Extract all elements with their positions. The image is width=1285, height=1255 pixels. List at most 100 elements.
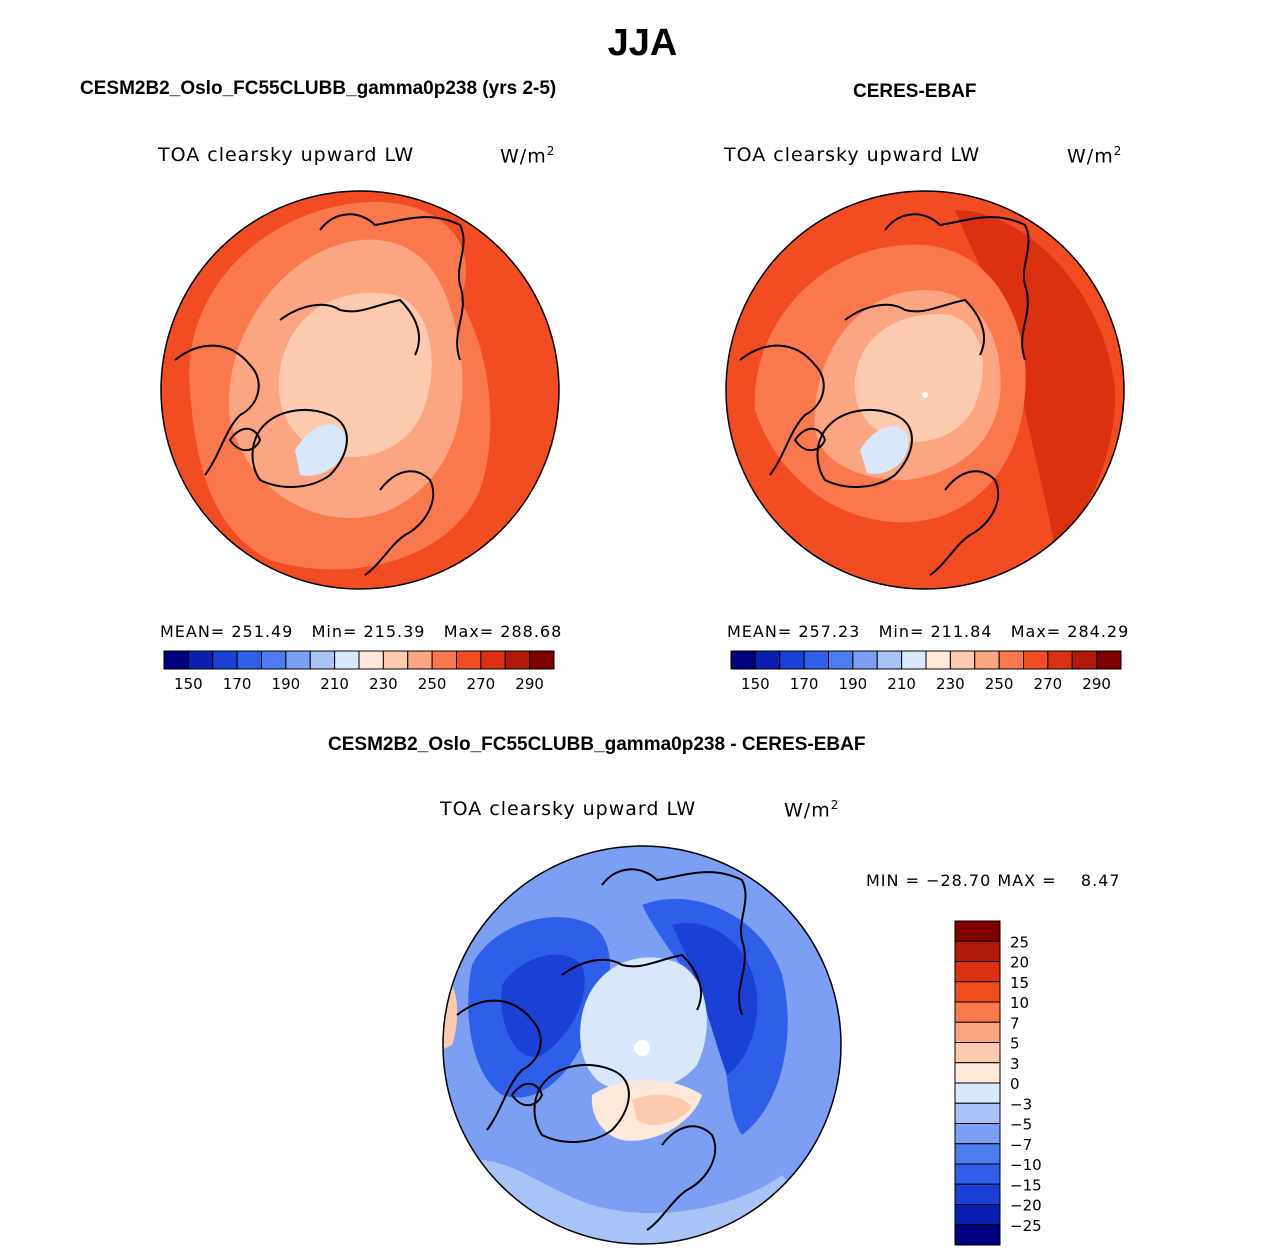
model-coast-north-america: [174, 344, 260, 476]
model-colorbar-box: [212, 650, 238, 670]
obs-colorbar-tick-label: 170: [790, 675, 819, 693]
obs-coast-europe: [929, 470, 1000, 576]
diff-colorbar-tick-label: −15: [1010, 1176, 1042, 1194]
diff-colorbar-tick-label: 0: [1010, 1075, 1020, 1093]
model-colorbar-tick-label: 270: [467, 675, 496, 693]
obs-coast-arctic: [844, 298, 985, 356]
obs-colorbar-box: [876, 650, 903, 670]
model-colorbar-tick-label: 230: [369, 675, 398, 693]
model-colorbar-box: [431, 650, 457, 670]
model-coast-hudson: [228, 427, 262, 452]
model-colorbar-box: [285, 650, 311, 670]
obs-variable-label: TOA clearsky upward LW: [724, 144, 981, 166]
diff-colorbar-box: [954, 961, 1001, 983]
diff-colorbar-tick-label: 7: [1010, 1014, 1020, 1032]
obs-min-value: 211.84: [930, 622, 993, 641]
diff-colorbar-tick-label: −5: [1010, 1116, 1032, 1134]
obs-colorbar-tick-label: 230: [936, 675, 965, 693]
diff-coast-arctic: [561, 953, 702, 1011]
obs-colorbar-box: [1047, 650, 1073, 670]
model-max-value: 288.68: [500, 622, 563, 641]
model-colorbar-box: [334, 650, 360, 670]
model-colorbar-box: [261, 650, 287, 670]
diff-colorbar-tick-label: −7: [1010, 1136, 1032, 1154]
diff-colorbar-box: [954, 981, 1001, 1003]
model-coast-greenland: [251, 409, 348, 488]
model-field-greenland: [295, 424, 346, 476]
diff-colorbar-box: [954, 1163, 1001, 1185]
obs-colorbar: 150 170 190 210 230 250 270 290: [730, 650, 1122, 693]
obs-colorbar-tick-label: 150: [741, 675, 770, 693]
obs-coast-eurasia: [884, 213, 1030, 361]
obs-colorbar-tick-label: 210: [887, 675, 916, 693]
diff-colorbar-box: [954, 1143, 1001, 1165]
model-min-value: 215.39: [363, 622, 426, 641]
model-colorbar-box: [236, 650, 262, 670]
diff-field-pale-center: [580, 957, 707, 1092]
diff-panel-title: CESM2B2_Oslo_FC55CLUBB_gamma0p238 - CERE…: [328, 734, 866, 755]
diff-colorbar-tick-label: 3: [1010, 1055, 1020, 1073]
diff-colorbar-tick-label: 10: [1010, 994, 1029, 1012]
obs-colorbar-box: [901, 650, 927, 670]
obs-field-greenland: [860, 426, 909, 474]
model-colorbar-box: [480, 650, 506, 670]
diff-colorbar-box: [954, 1021, 1001, 1043]
model-panel-title: CESM2B2_Oslo_FC55CLUBB_gamma0p238 (yrs 2…: [80, 78, 557, 99]
model-colorbar-tick-label: 170: [223, 675, 252, 693]
model-colorbar-box: [358, 650, 384, 670]
diff-pole-hole: [634, 1040, 650, 1056]
diff-colorbar: 25 20 15 10 7 5 3 0 −3 −5 −7 −10 −15 −20 −25: [954, 920, 1042, 1246]
obs-colorbar-box: [828, 650, 854, 670]
obs-colorbar-box: [779, 650, 805, 670]
model-mean-value: 251.49: [231, 622, 294, 641]
diff-coast-hudson: [510, 1082, 544, 1107]
model-colorbar-box: [187, 650, 214, 670]
model-colorbar-tick-label: 190: [272, 675, 301, 693]
diff-colorbar-box: [954, 1183, 1001, 1205]
diff-colorbar-box: [954, 1102, 1001, 1124]
obs-coast-greenland: [816, 409, 913, 488]
obs-colorbar-tick-label: 250: [985, 675, 1014, 693]
model-variable-label: TOA clearsky upward LW: [158, 144, 415, 166]
obs-polar-map: [725, 190, 1125, 590]
obs-coast-north-america: [739, 344, 825, 476]
model-colorbar-box: [529, 650, 555, 670]
obs-colorbar-box: [998, 650, 1024, 670]
obs-colorbar-tick-label: 290: [1082, 675, 1111, 693]
obs-map-border: [725, 190, 1125, 590]
diff-units-label: W/m2: [784, 798, 840, 822]
diff-field-warm-2: [632, 1094, 692, 1126]
diff-colorbar-box: [954, 1224, 1001, 1246]
diff-colorbar-box: [954, 1204, 1001, 1226]
model-colorbar-box: [456, 650, 482, 670]
obs-max-value: 284.29: [1067, 622, 1130, 641]
diff-colorbar-tick-label: −10: [1010, 1156, 1042, 1174]
diff-colorbar-box: [954, 920, 1001, 942]
obs-colorbar-tick-label: 270: [1034, 675, 1063, 693]
model-colorbar-box: [504, 650, 531, 670]
season-title: JJA: [607, 22, 678, 64]
model-colorbar-box: [309, 650, 336, 670]
obs-colorbar-box: [925, 650, 951, 670]
diff-colorbar-tick-label: −25: [1010, 1217, 1042, 1235]
diff-map-border: [442, 845, 842, 1245]
model-colorbar-tick-label: 290: [515, 675, 544, 693]
obs-colorbar-tick-label: 190: [839, 675, 868, 693]
obs-colorbar-box: [803, 650, 829, 670]
diff-colorbar-tick-label: 25: [1010, 933, 1029, 951]
obs-mean-value: 257.23: [798, 622, 861, 641]
model-colorbar: 150 170 190 210 230 250 270 290: [163, 650, 555, 693]
model-coast-arctic: [279, 298, 420, 356]
obs-colorbar-box: [754, 650, 781, 670]
obs-stats: MEAN= 257.23 Min= 211.84 Max= 284.29: [727, 622, 1130, 641]
obs-colorbar-box: [1023, 650, 1049, 670]
model-colorbar-tick-label: 250: [418, 675, 447, 693]
diff-colorbar-tick-label: −3: [1010, 1095, 1032, 1113]
obs-units-label: W/m2: [1067, 144, 1123, 168]
model-coast-europe: [364, 470, 435, 576]
model-polar-map: [160, 190, 560, 590]
diff-coast-greenland: [533, 1064, 630, 1143]
diff-variable-label: TOA clearsky upward LW: [440, 798, 697, 820]
diff-colorbar-box: [954, 1042, 1001, 1064]
model-colorbar-tick-label: 150: [174, 675, 203, 693]
